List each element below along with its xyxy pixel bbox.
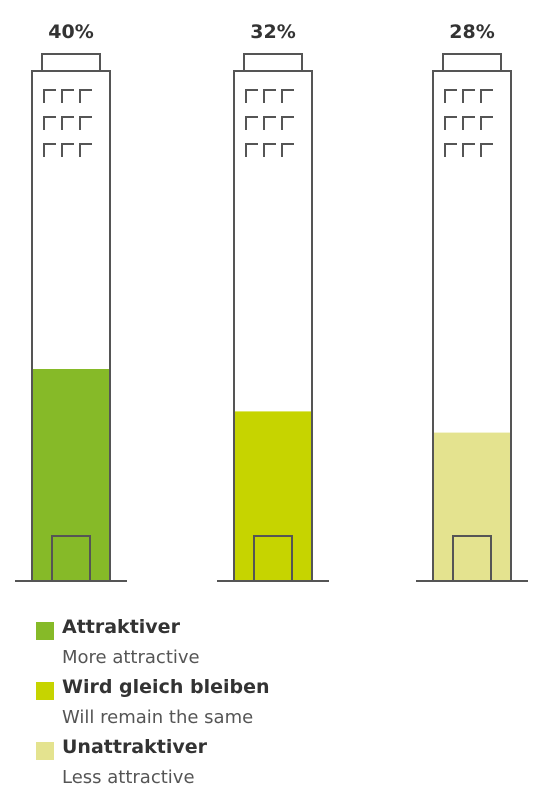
legend-title: Unattraktiver xyxy=(62,736,208,758)
window-icon xyxy=(281,116,294,130)
chart: 40% 32% 28% xyxy=(15,21,528,582)
window-icon xyxy=(444,116,457,130)
window-icon xyxy=(43,116,56,130)
data-label: 32% xyxy=(250,21,295,43)
legend-subtitle: Will remain the same xyxy=(62,707,254,728)
window-icon xyxy=(444,143,457,157)
legend-title: Wird gleich bleiben xyxy=(62,676,270,698)
bar xyxy=(234,411,312,581)
data-label: 28% xyxy=(449,21,494,43)
window-icon xyxy=(444,89,457,103)
window-icon xyxy=(61,89,74,103)
window-icon xyxy=(43,143,56,157)
window-icon xyxy=(263,89,276,103)
building-roof xyxy=(243,53,303,72)
building-roof xyxy=(41,53,101,72)
legend-title: Attraktiver xyxy=(62,616,180,638)
window-icon xyxy=(480,89,493,103)
window-icon xyxy=(480,116,493,130)
bar xyxy=(433,432,511,581)
window-icon xyxy=(61,143,74,157)
window-icon xyxy=(462,116,475,130)
window-icon xyxy=(263,143,276,157)
legend-swatch xyxy=(36,682,54,700)
window-icon xyxy=(462,143,475,157)
legend-swatch xyxy=(36,742,54,760)
window-icon xyxy=(480,143,493,157)
window-icon xyxy=(245,143,258,157)
window-icon xyxy=(263,116,276,130)
window-icon xyxy=(281,143,294,157)
legend-swatch xyxy=(36,622,54,640)
window-icon xyxy=(43,89,56,103)
data-label: 40% xyxy=(48,21,93,43)
window-icon xyxy=(79,116,92,130)
legend-subtitle: More attractive xyxy=(62,647,200,668)
window-icon xyxy=(245,116,258,130)
building-roof xyxy=(442,53,502,72)
window-icon xyxy=(462,89,475,103)
window-icon xyxy=(281,89,294,103)
window-icon xyxy=(79,89,92,103)
legend-subtitle: Less attractive xyxy=(62,767,195,788)
window-icon xyxy=(245,89,258,103)
window-icon xyxy=(61,116,74,130)
bar xyxy=(32,369,110,581)
window-icon xyxy=(79,143,92,157)
